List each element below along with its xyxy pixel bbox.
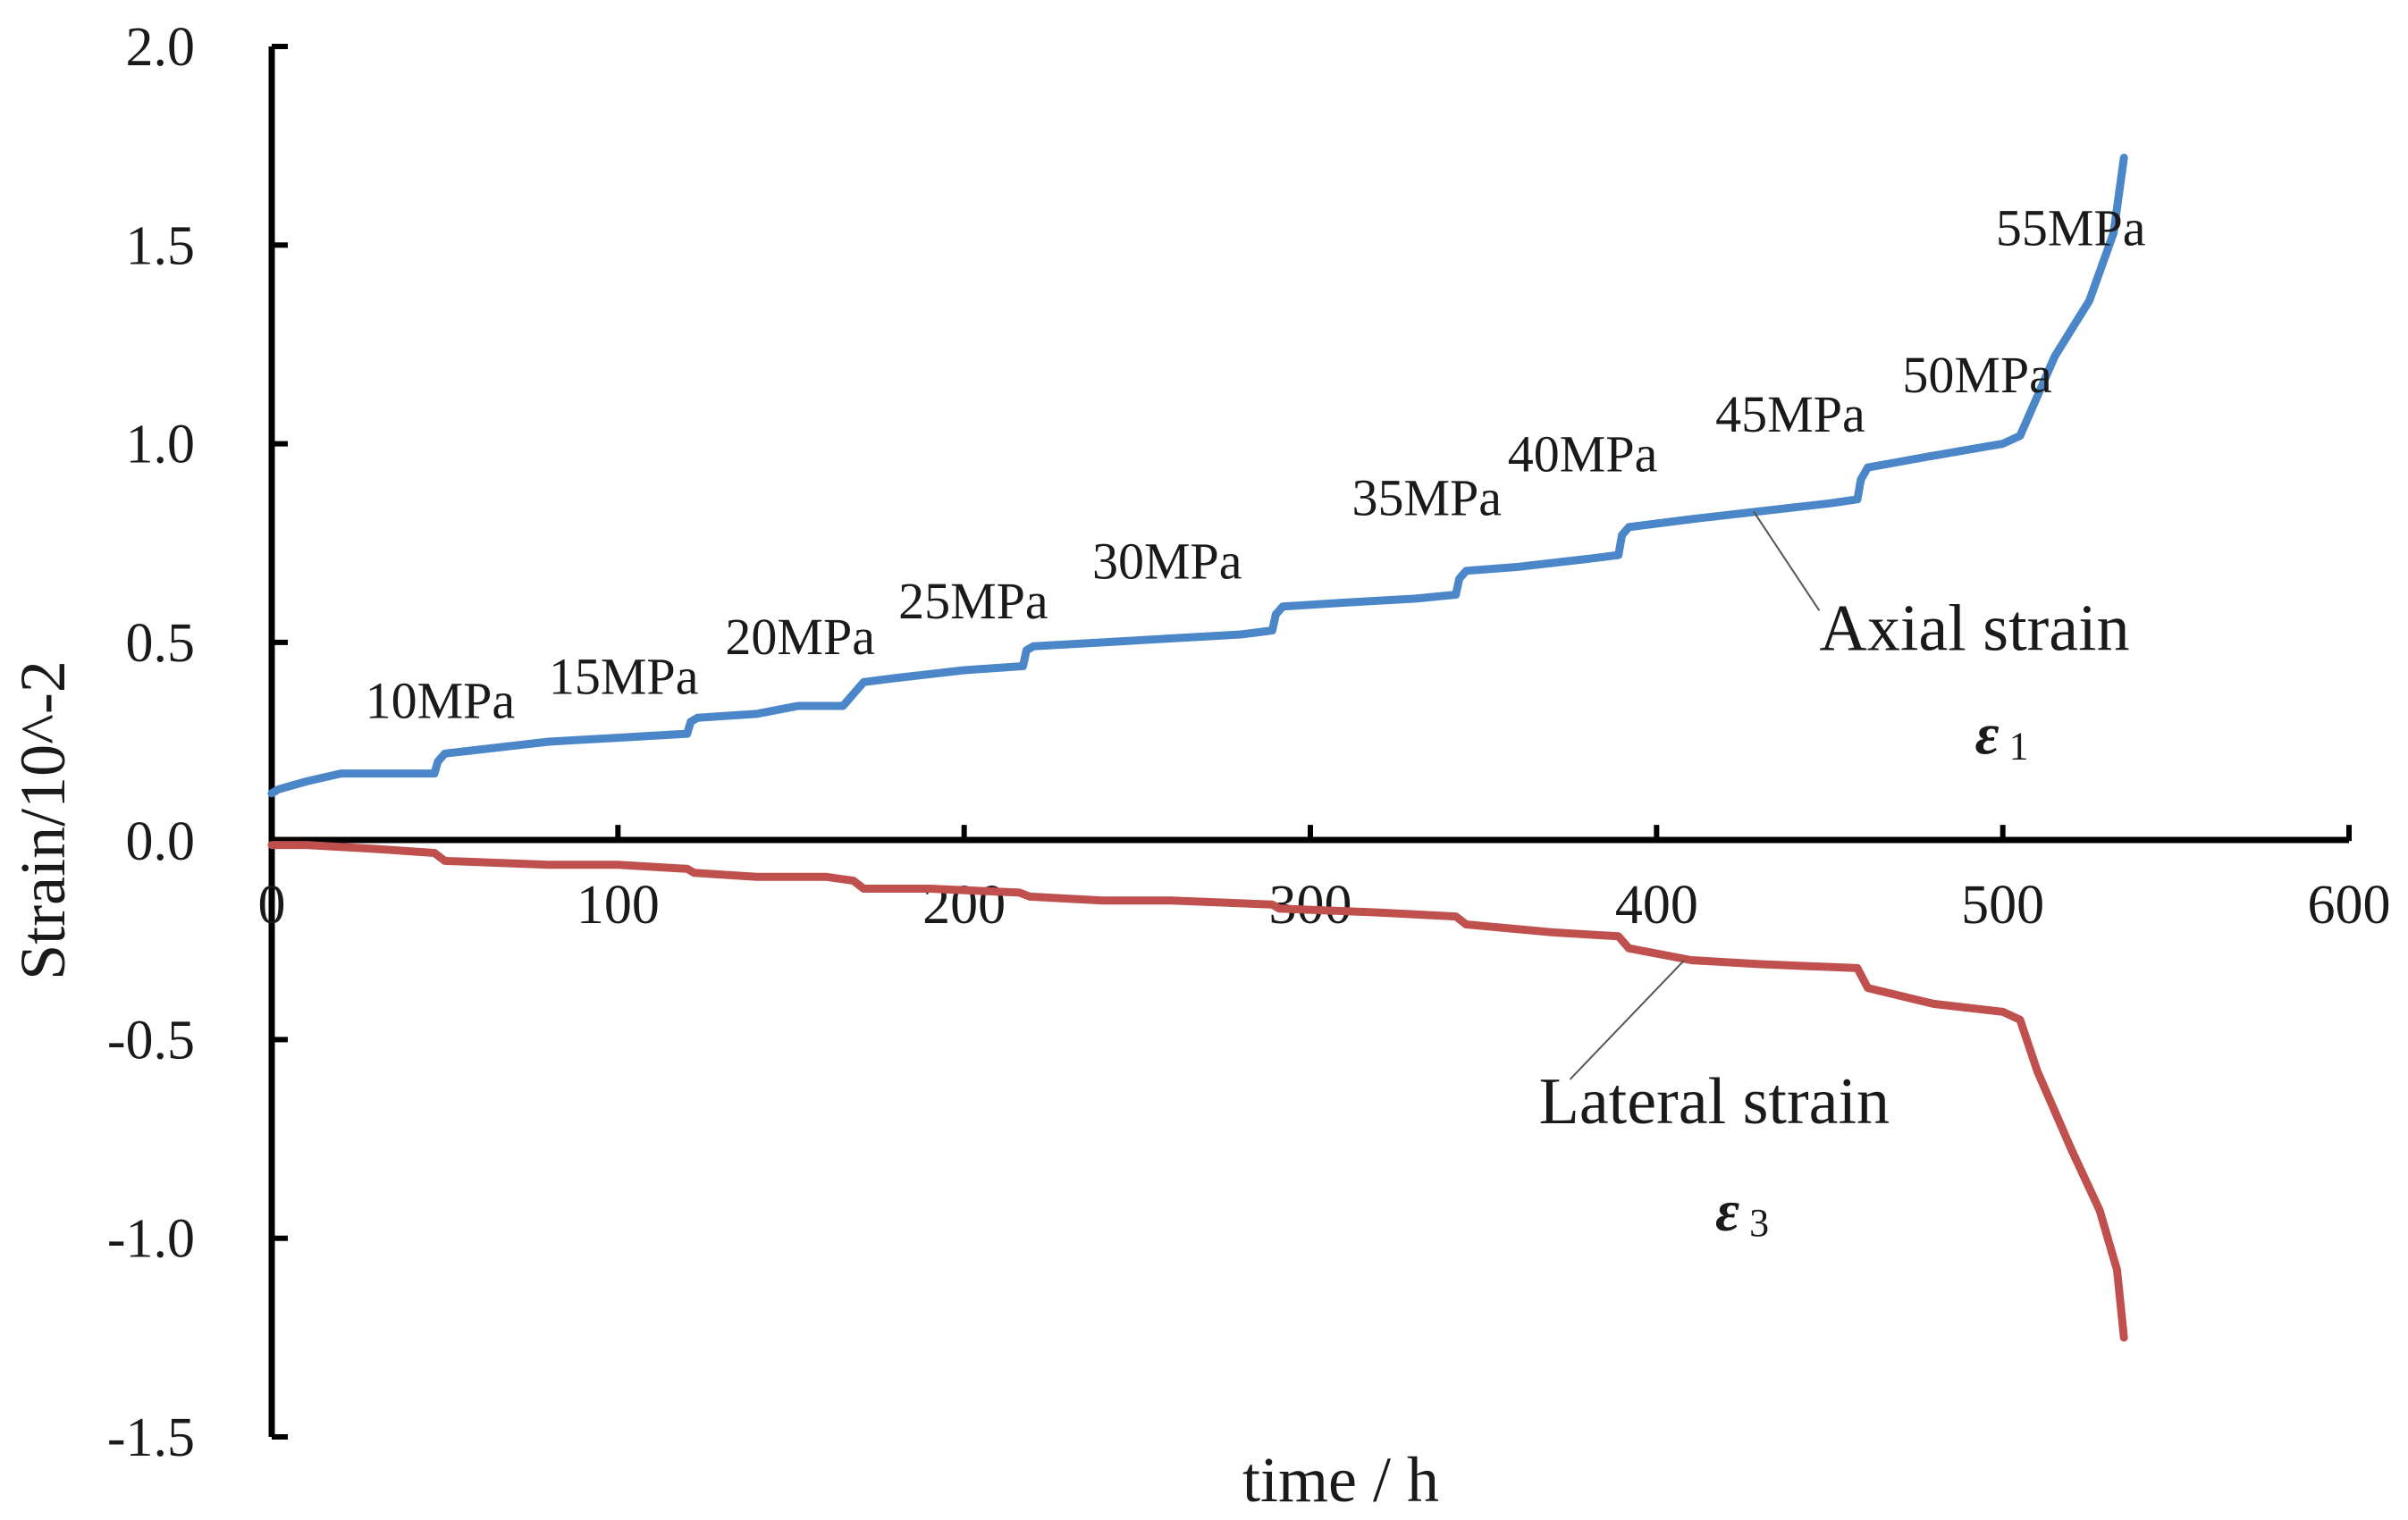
stress-label: 25MPa <box>898 572 1048 630</box>
y-axis-title: Strain/10^-2 <box>7 660 79 980</box>
stress-label: 10MPa <box>366 671 516 729</box>
y-tick-label: -1.5 <box>107 1407 195 1468</box>
stress-label: 55MPa <box>1996 198 2146 256</box>
series-symbol: ε <box>1715 1179 1739 1244</box>
x-tick-label: 200 <box>922 875 1006 936</box>
leader-line <box>1752 510 1821 611</box>
series-symbol: ε <box>1975 701 2000 767</box>
leader-lines <box>1569 510 1821 1080</box>
x-ticks: 0 100 200 300 400 500 600 <box>258 825 2391 936</box>
series-label: Lateral strain <box>1539 1065 1890 1138</box>
stress-label: 30MPa <box>1092 533 1242 591</box>
x-tick-label: 100 <box>577 875 660 936</box>
y-ticks: 2.0 1.5 1.0 0.5 0.0 -0.5 -1.0 -1.5 <box>107 17 288 1468</box>
y-tick-label: 0.0 <box>126 811 196 872</box>
series-symbol-subscript: 3 <box>1749 1201 1769 1245</box>
leader-line <box>1569 959 1686 1080</box>
x-tick-label: 600 <box>2308 875 2391 936</box>
x-tick-label: 400 <box>1615 875 1698 936</box>
stress-label: 50MPa <box>1902 346 2052 404</box>
x-tick-label: 500 <box>1961 875 2044 936</box>
series-line-lateral <box>267 841 2128 1342</box>
series-lines <box>267 154 2128 1342</box>
stress-label: 15MPa <box>549 648 699 706</box>
series-label: Axial strain <box>1819 592 2129 666</box>
stress-label: 45MPa <box>1715 385 1865 443</box>
y-tick-label: 1.0 <box>126 415 196 475</box>
series-line-axial <box>267 154 2128 798</box>
y-tick-label: 2.0 <box>126 17 196 78</box>
stress-label: 40MPa <box>1508 425 1658 483</box>
y-tick-label: -0.5 <box>107 1010 195 1071</box>
stress-label: 20MPa <box>725 608 875 666</box>
y-tick-label: 1.5 <box>126 215 196 276</box>
y-tick-label: 0.5 <box>126 613 196 674</box>
x-tick-label: 0 <box>258 875 286 936</box>
x-axis-title: time / h <box>1242 1444 1439 1516</box>
stress-label: 35MPa <box>1351 469 1502 527</box>
series-symbol-subscript: 1 <box>2009 724 2029 768</box>
y-tick-label: -1.0 <box>107 1209 195 1270</box>
